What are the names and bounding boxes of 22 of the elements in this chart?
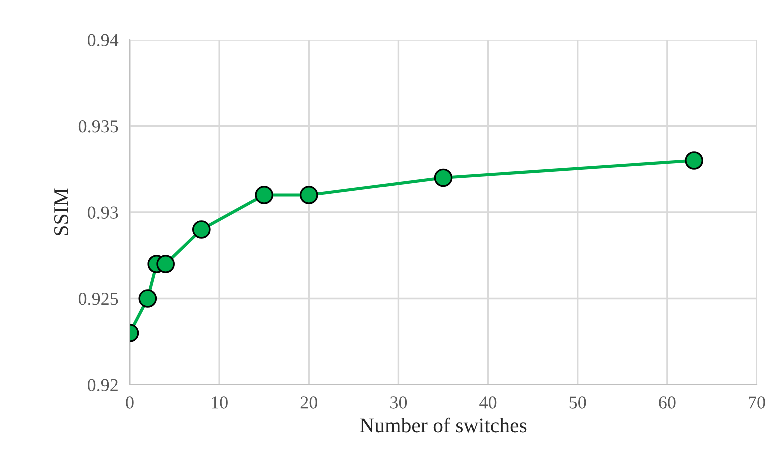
x-tick-label: 0 <box>126 396 134 409</box>
x-tick-label: 10 <box>212 396 228 409</box>
x-axis-title: Number of switches <box>360 418 527 433</box>
y-tick-label: 0.94 <box>88 34 119 47</box>
point <box>434 168 453 188</box>
y-tick-label: 0.925 <box>78 293 118 306</box>
x-tick-label: 20 <box>300 396 318 409</box>
point <box>685 152 704 170</box>
x-tick-label: 60 <box>659 396 676 409</box>
y-tick-label: 0.935 <box>78 120 118 133</box>
x-tick-label: 70 <box>749 396 766 409</box>
point <box>192 220 211 239</box>
y-tick-label: 0.93 <box>88 206 118 220</box>
x-tick-label: 30 <box>390 396 408 409</box>
y-axis-title: SSIM <box>54 188 68 236</box>
x-tick-label: 50 <box>570 396 586 409</box>
point <box>255 186 274 204</box>
x-tick-label: 40 <box>480 396 497 409</box>
y-tick-label: 0.92 <box>88 379 118 392</box>
point <box>156 255 175 274</box>
point <box>138 290 158 308</box>
point <box>300 186 318 204</box>
